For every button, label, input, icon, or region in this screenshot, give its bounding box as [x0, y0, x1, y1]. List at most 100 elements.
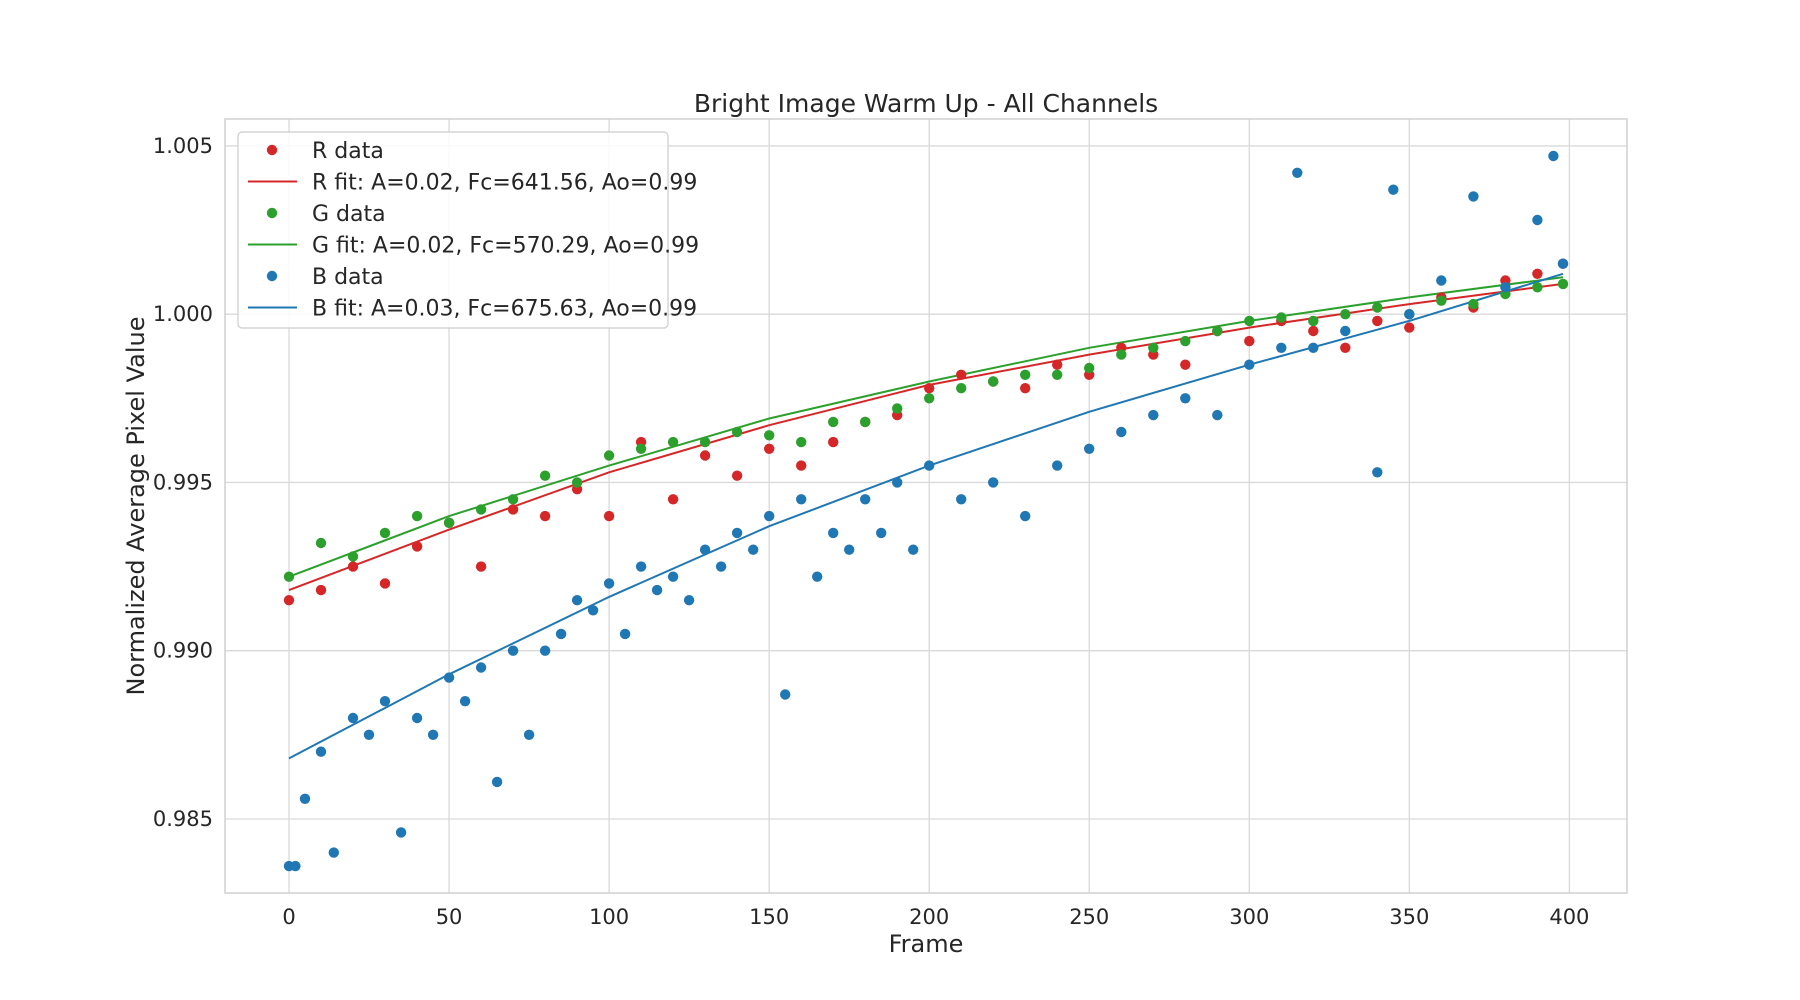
x-tick-label: 150	[749, 905, 789, 929]
data-point	[1308, 342, 1319, 353]
data-point	[796, 436, 807, 448]
x-tick-labels: 0 50 100 150 200 250 300 350 400	[282, 905, 1589, 929]
data-point	[328, 847, 339, 858]
data-point	[844, 544, 855, 555]
data-point	[1148, 409, 1159, 421]
y-tick-labels: 0.985 0.990 0.995 1.000 1.005	[153, 134, 213, 831]
data-point	[1436, 295, 1447, 306]
data-point	[908, 544, 919, 555]
data-point	[924, 383, 935, 394]
data-point	[796, 494, 807, 505]
data-point	[667, 436, 679, 448]
data-point	[539, 510, 551, 522]
data-point	[315, 746, 327, 757]
x-tick-label: 0	[282, 905, 295, 929]
data-point	[1244, 359, 1255, 370]
data-point	[876, 527, 887, 539]
legend-label: R fit: A=0.02, Fc=641.56, Ao=0.99	[312, 171, 697, 196]
data-point	[315, 584, 327, 596]
y-tick-label: 0.995	[153, 470, 213, 494]
y-tick-label: 0.985	[153, 807, 213, 831]
data-point	[1052, 460, 1063, 471]
data-point	[555, 628, 567, 640]
data-point	[1244, 315, 1255, 327]
data-point	[683, 595, 695, 606]
data-point	[363, 729, 375, 740]
data-point	[603, 578, 615, 589]
data-point	[1532, 282, 1543, 293]
data-point	[1340, 309, 1351, 320]
chart-title: Bright Image Warm Up - All Channels	[694, 89, 1158, 118]
data-point	[1084, 362, 1095, 374]
data-point	[523, 729, 535, 740]
data-point	[635, 443, 647, 454]
data-point	[780, 689, 791, 700]
fit-line	[288, 276, 1564, 578]
x-tick-label: 400	[1549, 905, 1589, 929]
data-point	[812, 571, 823, 582]
fit-line	[288, 282, 1564, 592]
data-point	[1148, 342, 1159, 353]
data-point	[1532, 268, 1543, 279]
data-point	[1500, 282, 1511, 293]
data-point	[411, 712, 423, 724]
data-point	[411, 510, 423, 522]
data-point	[731, 426, 743, 438]
data-point	[475, 561, 487, 572]
data-point	[475, 504, 487, 515]
data-point	[507, 504, 519, 515]
data-point	[1180, 393, 1191, 404]
data-point	[828, 527, 839, 539]
data-point	[491, 776, 503, 788]
data-point	[1404, 322, 1415, 333]
y-tick-label: 0.990	[153, 639, 213, 663]
data-point	[892, 477, 903, 488]
data-point	[1388, 184, 1399, 195]
data-point	[1212, 409, 1223, 421]
data-point	[731, 470, 743, 481]
data-point	[619, 628, 631, 640]
data-point	[507, 645, 519, 656]
data-point	[459, 696, 471, 707]
x-tick-label: 100	[589, 905, 629, 929]
y-axis-title: Normalized Average Pixel Value	[122, 317, 150, 696]
x-tick-label: 250	[1069, 905, 1109, 929]
data-point	[539, 470, 551, 481]
data-point	[1019, 383, 1031, 394]
x-tick-label: 200	[909, 905, 949, 929]
data-point	[1340, 325, 1351, 337]
data-point	[988, 376, 999, 387]
plot-frame	[224, 118, 1628, 894]
y-tick-label: 1.000	[153, 302, 213, 326]
data-point	[603, 450, 615, 461]
data-point	[828, 436, 839, 448]
data-point	[427, 729, 439, 740]
data-point	[603, 510, 615, 522]
legend-box	[237, 131, 669, 329]
data-point	[475, 662, 487, 673]
fit-lines	[288, 272, 1564, 760]
data-point	[411, 541, 423, 552]
data-point	[667, 571, 679, 582]
data-point	[571, 595, 583, 606]
data-point	[1019, 510, 1031, 522]
x-tick-label: 350	[1389, 905, 1429, 929]
data-point	[667, 494, 679, 505]
data-point	[379, 578, 391, 589]
data-point	[1180, 335, 1191, 347]
data-point	[1308, 325, 1319, 337]
data-point	[1244, 335, 1255, 347]
data-point	[443, 517, 455, 528]
data-point	[1116, 349, 1127, 360]
data-point	[1548, 150, 1559, 162]
data-point	[347, 561, 359, 572]
data-point	[956, 383, 967, 394]
data-point	[571, 477, 583, 488]
data-point	[1468, 191, 1479, 202]
data-point	[1276, 312, 1287, 323]
data-point	[443, 672, 455, 683]
data-point	[764, 443, 775, 454]
x-tick-label: 300	[1229, 905, 1269, 929]
data-point	[860, 494, 871, 505]
legend-point-marker	[266, 207, 278, 219]
